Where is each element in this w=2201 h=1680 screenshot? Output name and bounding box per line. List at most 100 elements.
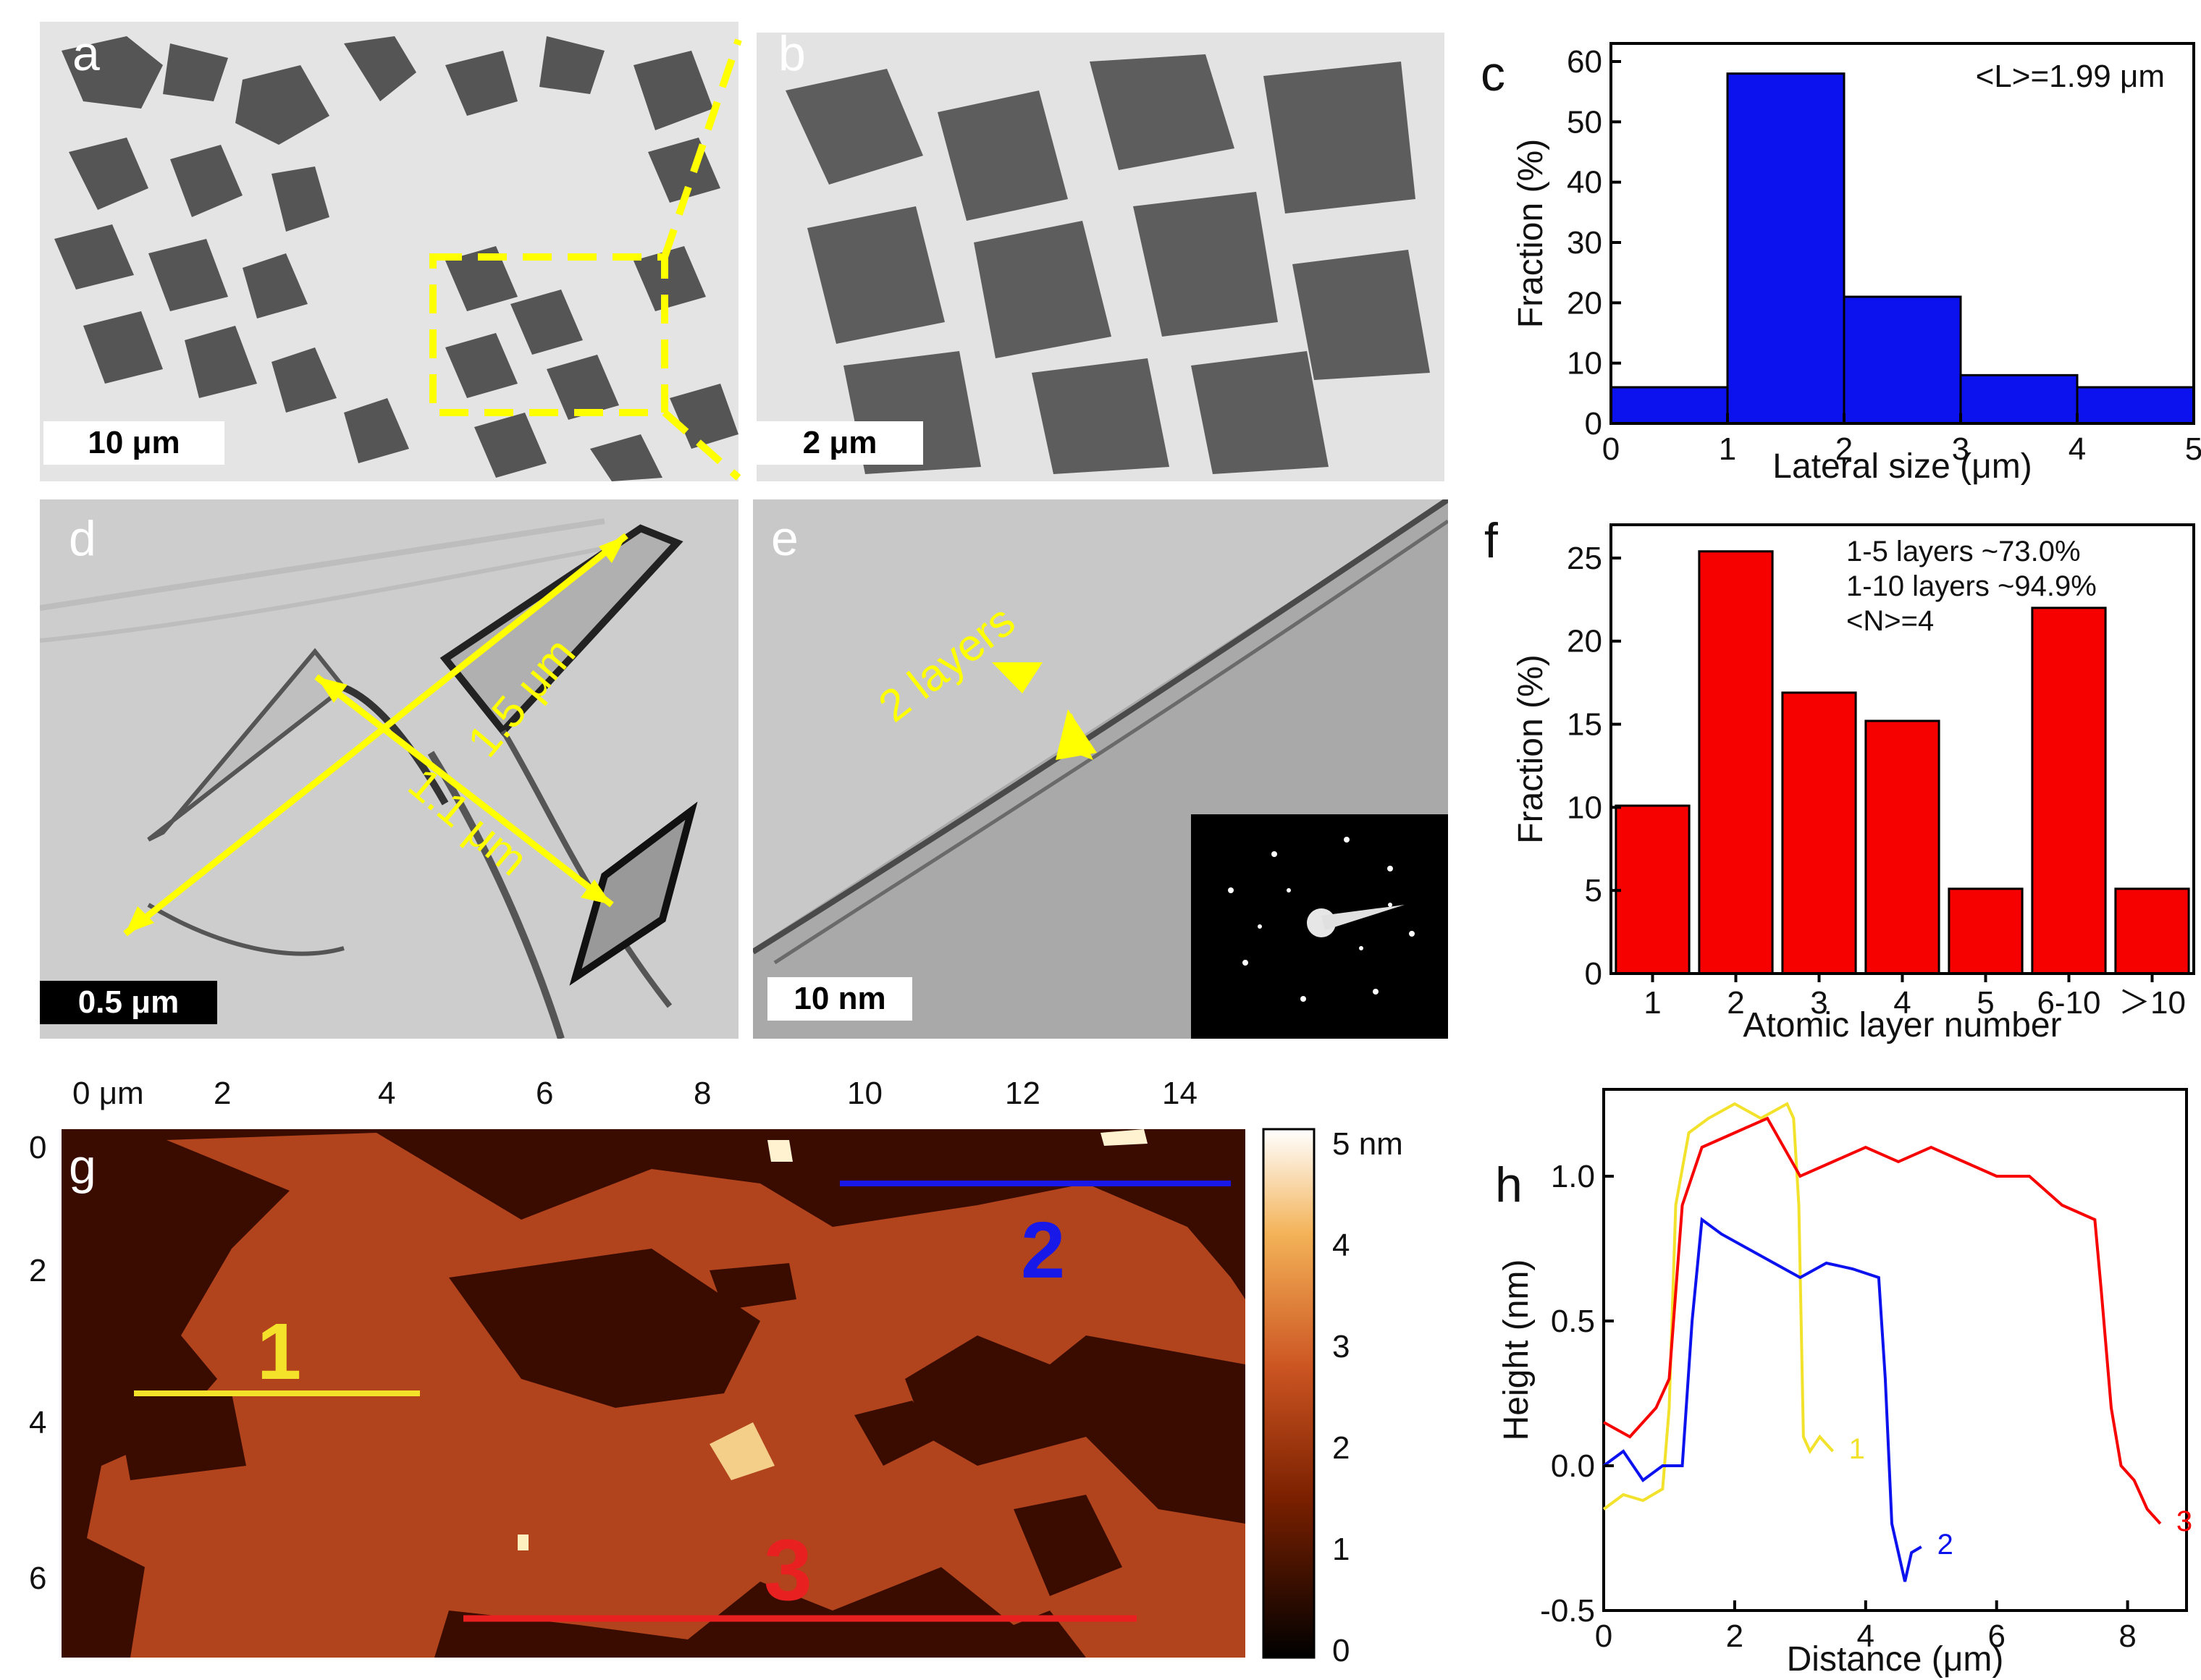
colorbar-tick: 5 nm	[1332, 1126, 1403, 1162]
panel-a: a 10 μm	[40, 22, 738, 481]
y-tick-label: 0.5	[1551, 1304, 1595, 1339]
chart-annotation: 1-10 layers ~94.9%	[1846, 570, 2097, 602]
y-tick-label: 0	[1585, 406, 1602, 442]
g-y-ticks: 0 2 4 6	[29, 1130, 46, 1596]
x-tick-label: 1	[1644, 985, 1661, 1021]
x-tick-label: 2	[1726, 1618, 1743, 1654]
g-x-tick: 6	[536, 1076, 553, 1111]
y-tick-label: 20	[1567, 285, 1602, 321]
x-tick-label: 0	[1602, 431, 1620, 467]
colorbar	[1262, 1128, 1316, 1659]
g-x-tick: 12	[1005, 1076, 1040, 1111]
bar	[1726, 72, 1846, 425]
plot-frame	[1602, 1088, 2188, 1612]
series-label-2: 2	[1937, 1529, 1953, 1561]
panel-d-image: 1.5 μm 1.1 μm	[40, 499, 738, 1039]
panel-d-letter: d	[69, 511, 96, 566]
x-tick-label: 5	[1977, 985, 1994, 1021]
plot-frame	[1609, 523, 2195, 975]
panel-b-image	[757, 33, 1444, 481]
series-line-1	[1602, 1102, 1835, 1511]
panel-d-scale-bar: 0.5 μm	[40, 981, 217, 1024]
profile-label-1: 1	[257, 1307, 301, 1396]
y-tick-label: 15	[1567, 707, 1602, 743]
g-x-tick: 0 μm	[72, 1076, 144, 1111]
panel-h: h 1 2 3 0 2 4 6 8 -0.5 0.0 0.5 1.0 Distance (μm) Heig…	[1463, 1086, 2201, 1680]
saed-inset	[1191, 814, 1448, 1039]
x-tick-label: 3	[1810, 985, 1827, 1021]
colorbar-tick: 0	[1332, 1633, 1350, 1668]
bar	[2114, 887, 2190, 975]
colorbar-tick: 2	[1332, 1430, 1350, 1466]
x-tick-label: 8	[2118, 1618, 2136, 1654]
y-tick-label: 1.0	[1551, 1159, 1595, 1194]
g-x-tick: 4	[378, 1076, 395, 1111]
profile-label-3: 3	[764, 1521, 812, 1618]
x-axis-label: Distance (μm)	[1787, 1640, 2004, 1679]
panel-a-letter: a	[72, 26, 100, 81]
afm-height-map	[62, 1129, 1245, 1658]
series-line-3	[1603, 1116, 2162, 1525]
x-tick-label: 2	[1727, 985, 1744, 1021]
y-tick-label: 5	[1585, 873, 1602, 908]
x-tick-label: 2	[1835, 431, 1853, 467]
plot-frame	[1609, 42, 2195, 425]
panel-d: 1.5 μm 1.1 μm d 0.5 μm	[40, 499, 738, 1039]
panel-e-image: 2 layers	[753, 499, 1448, 1039]
x-tick-label: 0	[1595, 1618, 1612, 1654]
panel-a-scale-bar: 10 μm	[43, 421, 224, 465]
x-axis-label: Lateral size (μm)	[1772, 447, 2032, 486]
panel-a-image	[40, 22, 738, 481]
bar	[1959, 373, 2079, 425]
panel-b-letter: b	[778, 33, 806, 81]
x-tick-label: 3	[1952, 431, 1969, 467]
x-tick-label: 1	[1719, 431, 1736, 467]
bar	[1615, 804, 1691, 975]
panel-g-letter: g	[69, 1139, 96, 1194]
series-line-2	[1602, 1217, 1922, 1582]
x-tick-label: ＞10	[2118, 985, 2186, 1021]
y-tick-label: 0.0	[1551, 1448, 1595, 1484]
panel-e: 2 layers e 10 nm	[753, 499, 1448, 1039]
series-label-3: 3	[2176, 1506, 2192, 1537]
g-x-tick: 14	[1162, 1076, 1198, 1111]
bar	[1864, 719, 1940, 975]
g-y-tick: 6	[29, 1561, 46, 1596]
panel-f: f 1 2 3 4 5 6-10 ＞10 0 5 10 15 20 25 Atomic layer num…	[1463, 510, 2201, 1046]
colorbar-ticks: 5 nm 4 3 2 1 0	[1332, 1126, 1403, 1668]
bar	[2031, 607, 2107, 975]
y-tick-label: 60	[1567, 44, 1602, 80]
zoom-region-box	[429, 253, 668, 416]
y-tick-label: 10	[1567, 346, 1602, 381]
g-x-ticks: 0 μm 2 4 6 8 10 12 14	[72, 1076, 1198, 1111]
x-tick-label: 4	[1893, 985, 1911, 1021]
panel-b: b 2 μm	[757, 33, 1444, 481]
panel-f-letter: f	[1484, 513, 1498, 568]
y-tick-label: 25	[1567, 541, 1602, 576]
chart-annotation: <N>=4	[1846, 605, 1934, 637]
y-tick-label: 10	[1567, 790, 1602, 825]
panel-e-scale-bar: 10 nm	[767, 977, 912, 1021]
chart-annotation: 1-5 layers ~73.0%	[1846, 536, 2081, 567]
bar	[1843, 295, 1962, 425]
bar	[1781, 691, 1857, 975]
g-y-tick: 0	[29, 1130, 46, 1165]
y-axis-label: Fraction (%)	[1512, 139, 1550, 328]
y-tick-label: 30	[1567, 225, 1602, 261]
colorbar-tick: 1	[1332, 1532, 1350, 1567]
g-x-tick: 8	[694, 1076, 711, 1111]
bar	[1698, 550, 1774, 975]
panel-h-letter: h	[1495, 1157, 1523, 1212]
panel-c: c 0 1 2 3 4 5 0 10 20 30 40 50 60 Lateral size (μm) Fr…	[1463, 29, 2201, 492]
y-axis-label: Height (nm)	[1497, 1259, 1536, 1441]
chart-f: f 1 2 3 4 5 6-10 ＞10 0 5 10 15 20 25 Atomic layer num…	[1484, 513, 2195, 1044]
g-y-tick: 4	[29, 1405, 46, 1440]
bar	[1609, 386, 1729, 425]
x-tick-label: 6-10	[2037, 985, 2100, 1021]
chart-h: h 1 2 3 0 2 4 6 8 -0.5 0.0 0.5 1.0 Distance (μm) Heig…	[1495, 1088, 2192, 1679]
g-x-tick: 10	[847, 1076, 883, 1111]
panel-g-map: 0 μm 2 4 6 8 10 12 14 0 2 4 6	[29, 1076, 1403, 1668]
panel-b-scale-bar: 2 μm	[757, 421, 923, 465]
x-tick-label: 4	[2069, 431, 2086, 467]
